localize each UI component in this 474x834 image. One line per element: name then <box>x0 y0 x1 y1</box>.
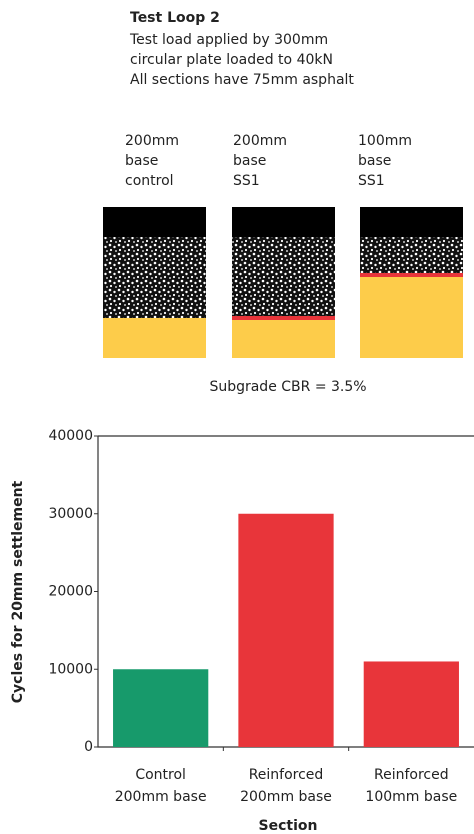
subgrade <box>360 277 463 358</box>
base <box>103 237 206 318</box>
x-tick-label: Reinforced 200mm base <box>240 767 332 805</box>
y-axis-label: Cycles for 20mm settlement <box>10 480 26 703</box>
x-tick-label: Reinforced 100mm base <box>365 767 458 805</box>
section-label: control <box>125 173 174 189</box>
section-label: 200mm <box>125 133 179 149</box>
asphalt <box>103 207 206 237</box>
header-line: All sections have 75mm asphalt <box>130 72 354 88</box>
geogrid <box>360 273 463 277</box>
x-tick-label: Control 200mm base <box>114 767 207 805</box>
y-tick-label: 0 <box>84 739 93 755</box>
y-tick-label: 10000 <box>48 661 93 677</box>
section-label: SS1 <box>358 173 385 189</box>
header-line: Test load applied by 300mm <box>129 32 328 48</box>
subgrade <box>232 320 335 358</box>
asphalt <box>232 207 335 237</box>
y-tick-label: 40000 <box>48 428 93 444</box>
section-label: base <box>125 153 158 169</box>
section-labels: 200mm base control 200mm base SS1 100mm … <box>125 133 412 189</box>
y-tick-label: 20000 <box>48 584 93 600</box>
asphalt <box>360 207 463 237</box>
header-line: circular plate loaded to 40kN <box>130 52 333 68</box>
sections-diagram <box>103 207 463 358</box>
x-axis-label: Section <box>259 818 318 834</box>
bar <box>238 513 334 747</box>
section-label: base <box>358 153 391 169</box>
base <box>232 237 335 317</box>
section-label: SS1 <box>233 173 260 189</box>
section-label: base <box>233 153 266 169</box>
section-label: 100mm <box>358 133 412 149</box>
base <box>360 237 463 273</box>
subgrade <box>103 318 206 358</box>
bar <box>113 669 209 747</box>
diagram-title: Test Loop 2 <box>130 10 220 26</box>
section-label: 200mm <box>233 133 287 149</box>
subgrade-note: Subgrade CBR = 3.5% <box>209 379 366 395</box>
geogrid <box>232 316 335 320</box>
bar <box>363 661 459 747</box>
y-tick-label: 30000 <box>48 506 93 522</box>
